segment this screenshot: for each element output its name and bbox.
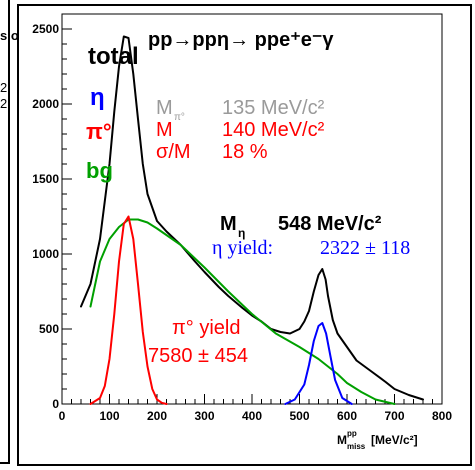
x-tick-label: 400 (242, 409, 262, 423)
x-tick-label: 700 (384, 409, 404, 423)
adjacent-panel-text-3: 2 (0, 96, 8, 111)
meta-label: M (220, 213, 237, 235)
adjacent-panel-frame (0, 0, 10, 464)
xlabel-main: M (337, 433, 347, 447)
curves (80, 35, 424, 405)
m-label: M (156, 119, 173, 141)
legend-eta: η (90, 84, 105, 111)
y-tick-label: 2000 (32, 97, 59, 111)
x-tick-label: 500 (289, 409, 309, 423)
series-line (89, 218, 396, 405)
x-tick-label: 0 (59, 409, 66, 423)
adjacent-panel-text-2: 2 (0, 80, 8, 95)
y-tick-label: 1500 (32, 172, 59, 186)
y-tick-label: 1000 (32, 247, 59, 261)
sigma-label: σ/M (156, 141, 191, 163)
x-tick-label: 300 (194, 409, 214, 423)
xlabel-superscript: pp (347, 429, 357, 438)
axes: 0 100 200 300 400 500 600 700 800 0 500 1000 1500 200… (32, 13, 452, 423)
series-line (89, 215, 168, 405)
meta-value: 548 MeV/c² (278, 213, 382, 235)
chart-title: pp→ppη→ ppe⁺e⁻γ (148, 29, 334, 51)
x-tick-label: 200 (147, 409, 167, 423)
x-tick-label: 600 (337, 409, 357, 423)
legend-pi0: π° (86, 119, 112, 144)
y-tick-label: 2500 (32, 22, 59, 36)
xlabel-unit: [MeV/c²] (371, 433, 418, 447)
legend-total: total (88, 43, 139, 70)
meta-subscript: η (238, 226, 245, 240)
eta-yield-value: 2322 ± 118 (320, 237, 410, 259)
pi0-yield-label: π° yield (172, 317, 241, 339)
sigma-value: 18 % (222, 141, 268, 163)
legend-bg: bg (86, 158, 113, 183)
y-tick-label: 500 (39, 322, 59, 336)
m-value: 140 MeV/c² (222, 119, 325, 141)
adjacent-panel-text-1: s,o (0, 28, 19, 43)
eta-yield-label: η yield: (212, 237, 273, 259)
x-tick-label: 800 (432, 409, 452, 423)
xlabel-subscript: miss (347, 442, 366, 451)
y-tick-label: 0 (52, 397, 59, 411)
pi0-yield-value: 7580 ± 454 (148, 345, 248, 367)
x-tick-label: 100 (99, 409, 119, 423)
mpi0-subscript: π° (174, 112, 185, 123)
mpi0-label: M (156, 97, 173, 119)
series-line (284, 322, 353, 405)
chart-frame (17, 4, 472, 466)
mpi0-value: 135 MeV/c² (222, 97, 325, 119)
